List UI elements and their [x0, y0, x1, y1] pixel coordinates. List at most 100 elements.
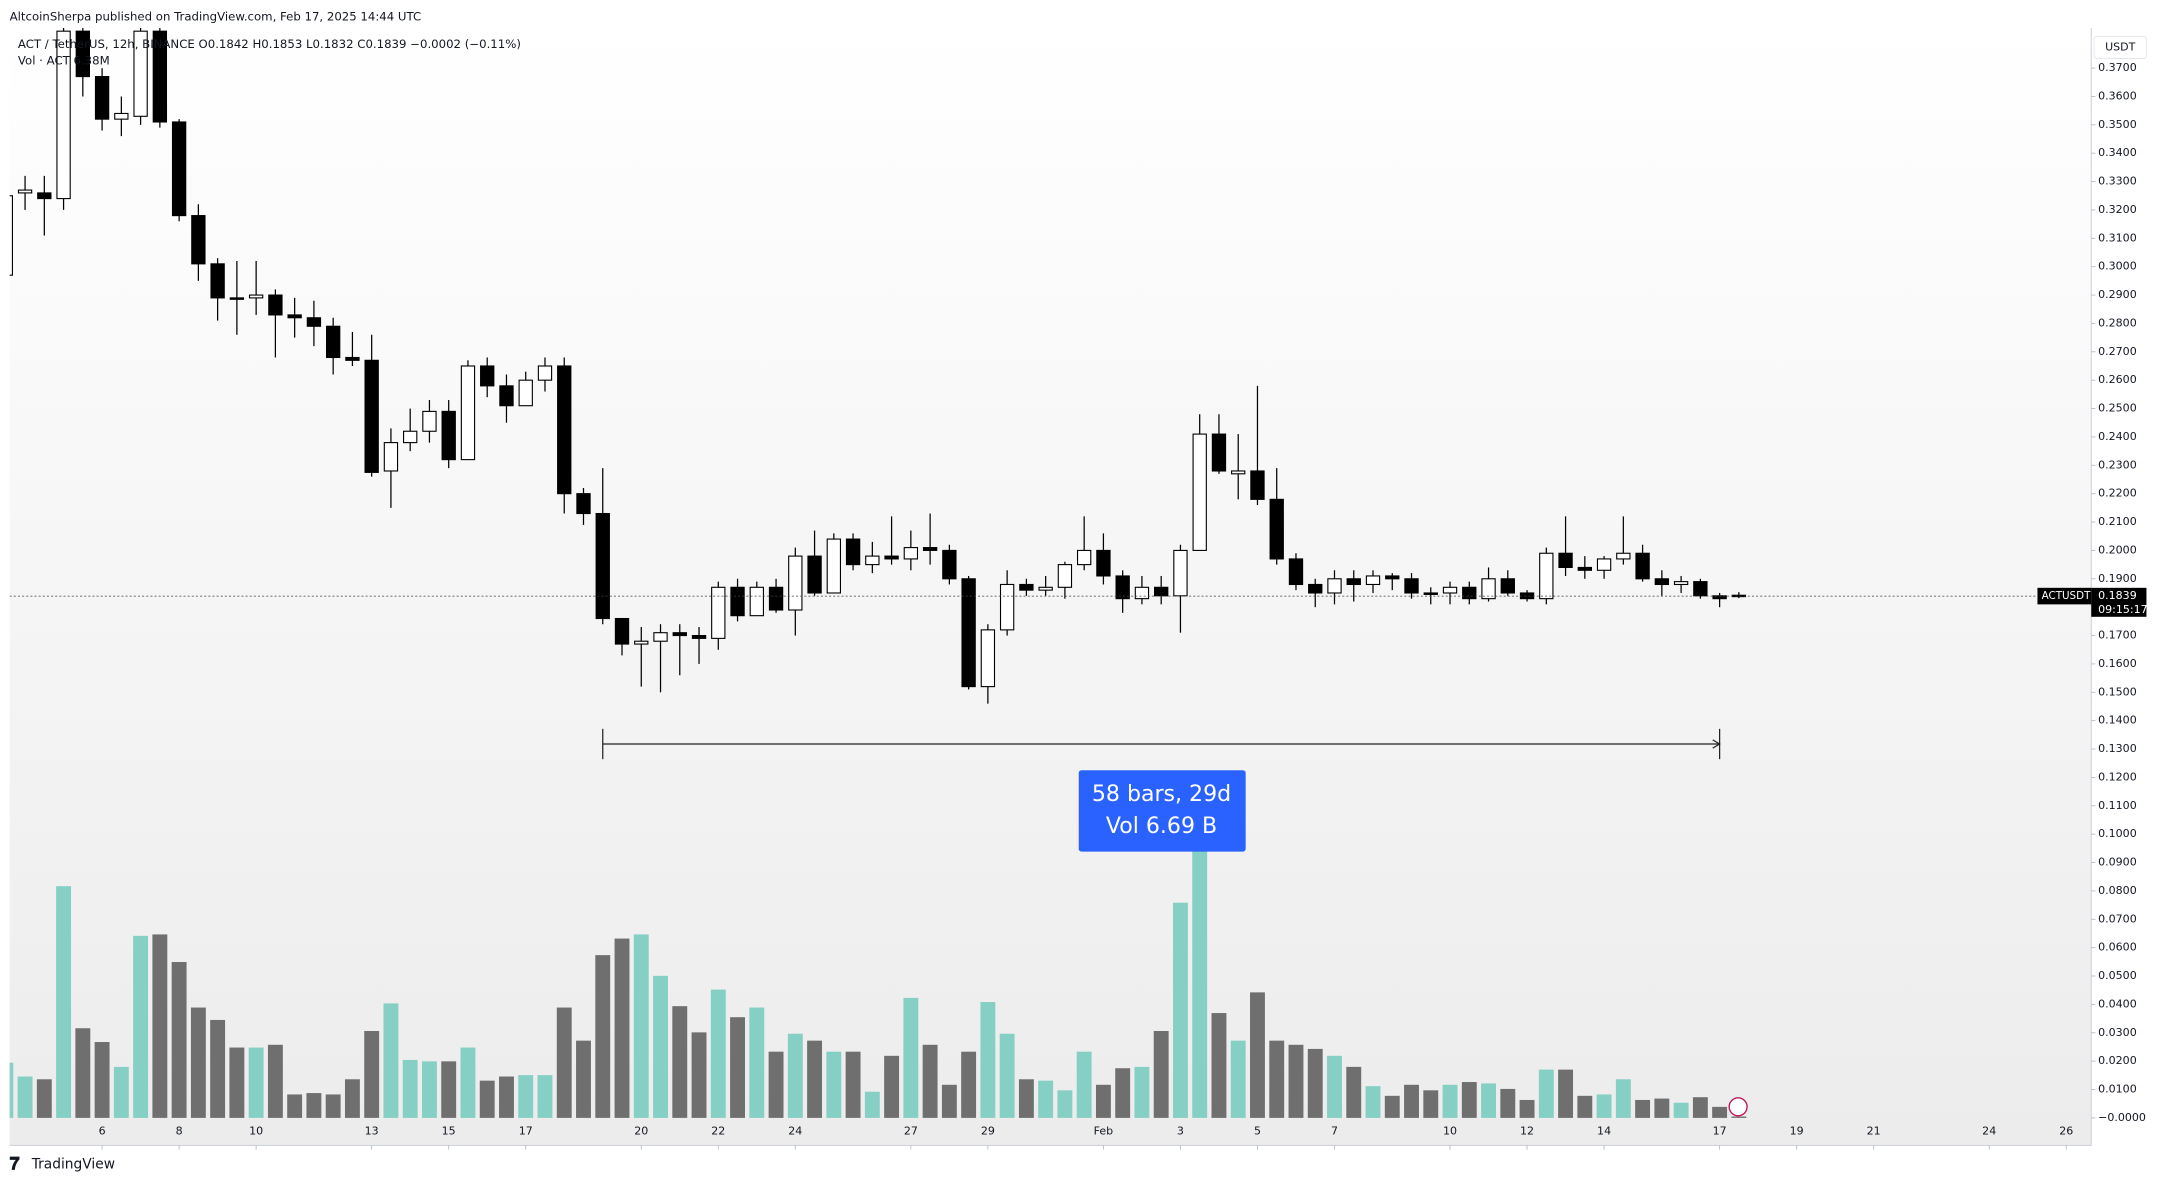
volume-bar	[441, 1061, 457, 1118]
volume-bar	[460, 1047, 476, 1118]
candle-body	[903, 547, 919, 560]
candle-body	[1076, 549, 1092, 566]
volume-bar	[614, 938, 630, 1118]
volume-bar	[17, 1076, 33, 1118]
candle-body	[1038, 586, 1053, 591]
y-tick-label: 0.2100	[2098, 515, 2137, 528]
volume-bar	[864, 1091, 880, 1118]
volume-bar	[364, 1030, 380, 1118]
y-tick-label: 0.1000	[2098, 827, 2137, 840]
volume-bar	[190, 1007, 206, 1118]
candle-body	[1173, 549, 1188, 597]
candle-body	[614, 617, 630, 645]
candle-body	[1519, 592, 1535, 600]
candle-body	[499, 385, 514, 407]
x-tick-label: 24	[788, 1125, 802, 1138]
y-tick-label: 0.2600	[2098, 373, 2137, 386]
volume-bar	[845, 1051, 861, 1118]
volume-bar	[1076, 1051, 1092, 1118]
volume-bar	[595, 955, 611, 1118]
candle-body	[229, 297, 245, 300]
x-tick-label: 8	[176, 1125, 183, 1138]
volume-bar	[1192, 817, 1208, 1118]
volume-bar	[1461, 1082, 1477, 1118]
volume-bar	[1288, 1044, 1304, 1118]
y-tick-label: 0.1500	[2098, 685, 2137, 698]
overlay: −0.0000 0.0100 0.0200 0.0300 0.0400 0.0500 0.0…	[99, 61, 2148, 1150]
candle-body	[248, 294, 264, 299]
candle-body	[1481, 578, 1496, 600]
price-label-box	[2091, 587, 2147, 617]
candle-body	[133, 30, 148, 117]
x-tick-label: 10	[1443, 1125, 1457, 1138]
volume-bar	[1615, 1079, 1631, 1118]
x-tick-label: 15	[442, 1125, 456, 1138]
x-tick-label: 3	[1177, 1125, 1184, 1138]
alert-icon	[1728, 1097, 1748, 1117]
logo-mark: 𝟕	[10, 1154, 20, 1175]
candle-body	[942, 549, 957, 580]
candle-body	[749, 586, 764, 617]
candle-body	[826, 538, 842, 594]
candle-body	[306, 317, 322, 327]
candle-body	[1385, 575, 1400, 580]
candle-body	[1673, 581, 1689, 586]
y-tick-label: 0.2000	[2098, 543, 2137, 556]
candle-body	[1231, 470, 1246, 475]
candle-body	[634, 640, 649, 645]
volume-bar	[287, 1094, 303, 1118]
candle-body	[1558, 552, 1573, 568]
volume-bar	[1153, 1030, 1169, 1118]
candle-body	[1577, 566, 1592, 571]
candle-body	[1442, 586, 1458, 594]
candle-body	[480, 365, 495, 387]
volume-bar	[248, 1047, 264, 1118]
y-tick-label: 0.3100	[2098, 231, 2137, 244]
candle-body	[1616, 552, 1631, 560]
x-tick-label: 5	[1254, 1125, 1261, 1138]
x-tick-label: 27	[904, 1125, 918, 1138]
y-tick-label: 0.3200	[2098, 203, 2137, 216]
candle-body	[1404, 578, 1419, 594]
y-tick-label: 0.0500	[2098, 969, 2137, 982]
y-tick-label: 0.1600	[2098, 657, 2137, 670]
candle-body	[1154, 586, 1169, 597]
footer-brand: TradingView	[31, 1157, 115, 1173]
x-tick-label: 17	[519, 1125, 533, 1138]
volume-bar	[1230, 1040, 1246, 1118]
volume-bar	[1134, 1066, 1150, 1118]
volume-bar	[1481, 1083, 1496, 1118]
y-tick-label: 0.2800	[2098, 316, 2137, 329]
volume-bar	[1635, 1099, 1651, 1118]
y-tick-label: 0.0300	[2098, 1026, 2137, 1039]
candle-body	[980, 629, 996, 688]
volume-bar	[730, 1017, 745, 1118]
volume-bar	[1654, 1098, 1670, 1118]
volume-bar	[710, 989, 726, 1118]
candle-body	[325, 325, 341, 359]
candle-body	[711, 586, 726, 639]
volume-bar	[826, 1051, 842, 1118]
volume-bar	[1577, 1095, 1593, 1118]
candle-body	[1250, 470, 1265, 500]
candle-body	[884, 555, 899, 560]
candle-body	[17, 189, 33, 194]
volume-bar	[1250, 992, 1265, 1118]
candle-body	[1731, 594, 1747, 598]
candle-body	[672, 632, 687, 637]
volume-bar	[1712, 1106, 1728, 1118]
y-tick-label: 0.0800	[2098, 884, 2137, 897]
volume-bar	[653, 975, 668, 1118]
measure-label: Vol 6.69 B	[1106, 814, 1217, 839]
candle-body	[37, 192, 52, 200]
volume-bar	[768, 1051, 784, 1118]
volume-bar	[1057, 1090, 1073, 1118]
volume-bar	[36, 1079, 52, 1118]
volume-bar	[325, 1094, 341, 1118]
candle-body	[287, 314, 302, 319]
candle-body	[1308, 583, 1323, 594]
candle-body	[576, 493, 591, 515]
volume-bar	[576, 1040, 591, 1118]
candle-body	[422, 410, 437, 432]
candle-body	[152, 30, 168, 123]
